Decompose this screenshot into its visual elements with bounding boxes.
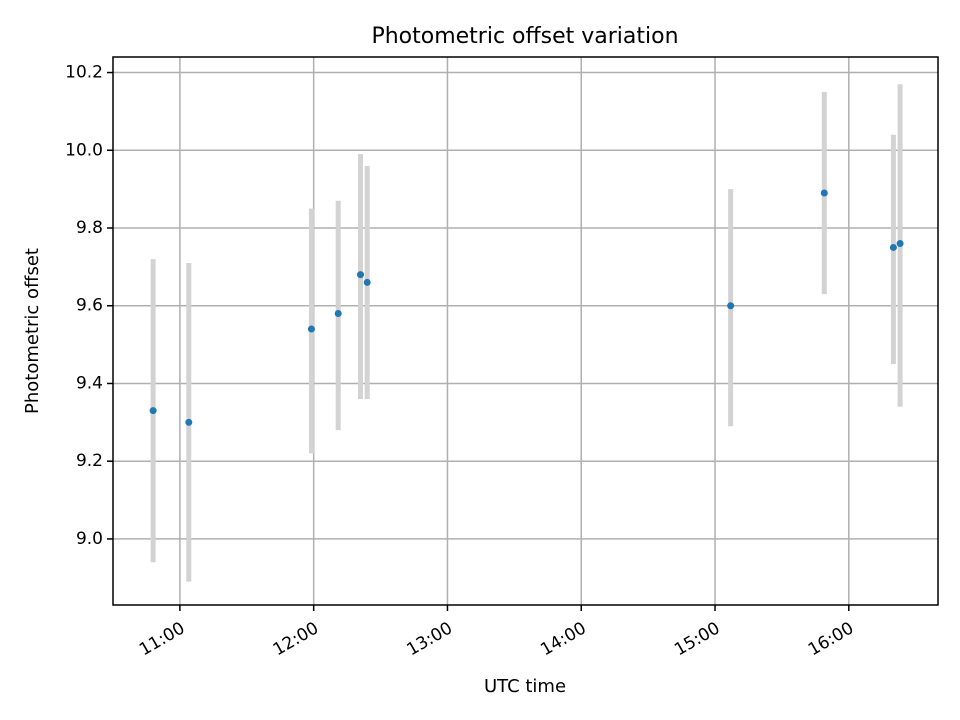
data-points	[149, 189, 904, 426]
data-point	[307, 325, 315, 333]
y-tick-label: 9.0	[76, 529, 103, 549]
data-point	[363, 278, 371, 286]
y-tick-label: 9.6	[76, 296, 103, 316]
y-tick-label: 9.8	[76, 218, 103, 238]
data-point	[727, 302, 735, 310]
data-point	[889, 243, 897, 251]
y-tick-label: 9.4	[76, 373, 103, 393]
data-point	[896, 240, 904, 248]
y-axis-label: Photometric offset	[22, 248, 43, 414]
x-axis-label: UTC time	[484, 676, 566, 697]
data-point	[149, 407, 157, 415]
grid	[113, 57, 938, 605]
data-point	[357, 271, 364, 279]
data-point	[820, 189, 828, 197]
chart-title: Photometric offset variation	[371, 24, 678, 49]
y-tick-label: 10.0	[65, 140, 103, 160]
plot-frame	[112, 56, 939, 606]
data-point	[185, 418, 193, 426]
data-point	[334, 310, 342, 318]
y-tick-label: 10.2	[65, 63, 103, 83]
y-tick-label: 9.2	[76, 451, 103, 471]
